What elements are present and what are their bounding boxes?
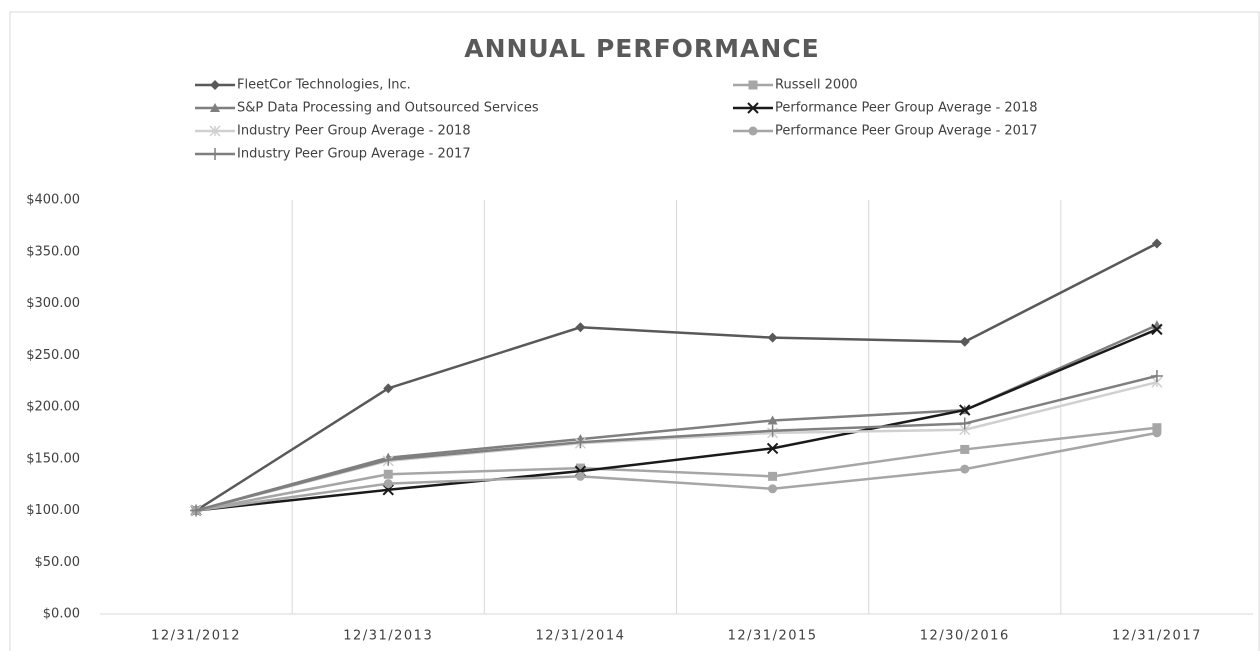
legend-label: FleetCor Technologies, Inc. bbox=[237, 78, 411, 93]
y-tick-label: $0.00 bbox=[43, 607, 80, 622]
marker bbox=[1150, 369, 1163, 382]
marker bbox=[1151, 238, 1162, 249]
legend-label: Industry Peer Group Average - 2017 bbox=[237, 147, 471, 162]
series-line bbox=[195, 374, 1158, 512]
marker bbox=[767, 332, 778, 343]
x-tick-label: 12/31/2014 bbox=[535, 629, 625, 644]
legend-marker bbox=[748, 80, 758, 90]
legend-marker bbox=[210, 80, 220, 90]
marker bbox=[190, 504, 203, 517]
marker bbox=[768, 471, 778, 481]
legend-label: S&P Data Processing and Outsourced Servi… bbox=[237, 101, 539, 116]
marker bbox=[960, 444, 970, 454]
marker bbox=[959, 404, 971, 416]
legend-label: Performance Peer Group Average - 2018 bbox=[775, 101, 1038, 116]
marker bbox=[575, 471, 585, 481]
y-tick-label: $250.00 bbox=[26, 348, 80, 363]
legend-marker bbox=[747, 102, 759, 114]
chart-frame bbox=[9, 11, 1260, 651]
marker bbox=[766, 424, 779, 437]
chart-title: ANNUAL PERFORMANCE bbox=[464, 34, 820, 63]
marker bbox=[575, 322, 586, 333]
marker bbox=[958, 417, 971, 430]
x-tick-label: 12/31/2015 bbox=[728, 629, 818, 644]
series-line bbox=[195, 242, 1158, 512]
y-tick-label: $200.00 bbox=[26, 400, 80, 415]
marker bbox=[960, 464, 970, 474]
y-tick-label: $50.00 bbox=[35, 555, 81, 570]
marker bbox=[959, 336, 970, 347]
x-tick-label: 12/31/2017 bbox=[1112, 629, 1202, 644]
series-line bbox=[195, 328, 1158, 512]
marker bbox=[574, 436, 587, 449]
x-tick-label: 12/31/2012 bbox=[151, 629, 241, 644]
legend-marker bbox=[210, 103, 220, 112]
series-line bbox=[195, 426, 1158, 512]
marker bbox=[575, 463, 585, 473]
marker bbox=[1152, 423, 1162, 433]
marker bbox=[768, 484, 778, 494]
marker bbox=[1151, 323, 1163, 336]
y-tick-label: $150.00 bbox=[26, 451, 80, 466]
y-tick-label: $400.00 bbox=[26, 193, 80, 208]
x-tick-label: 12/31/2013 bbox=[343, 629, 433, 644]
series-line bbox=[195, 431, 1158, 512]
marker bbox=[383, 383, 394, 394]
marker bbox=[383, 469, 393, 479]
marker bbox=[1152, 428, 1162, 438]
legend-marker bbox=[209, 148, 221, 160]
legend-label: Performance Peer Group Average - 2017 bbox=[775, 124, 1038, 139]
y-tick-label: $350.00 bbox=[26, 244, 80, 259]
marker bbox=[767, 415, 778, 425]
x-tick-label: 12/30/2016 bbox=[920, 629, 1010, 644]
marker bbox=[382, 453, 395, 466]
y-tick-label: $300.00 bbox=[26, 296, 80, 311]
legend-marker bbox=[209, 125, 221, 137]
y-tick-label: $100.00 bbox=[26, 503, 80, 518]
marker bbox=[766, 442, 779, 455]
legend-label: Russell 2000 bbox=[775, 78, 858, 93]
legend-label: Industry Peer Group Average - 2018 bbox=[237, 124, 471, 139]
legend-marker bbox=[748, 126, 758, 136]
marker bbox=[383, 479, 393, 489]
